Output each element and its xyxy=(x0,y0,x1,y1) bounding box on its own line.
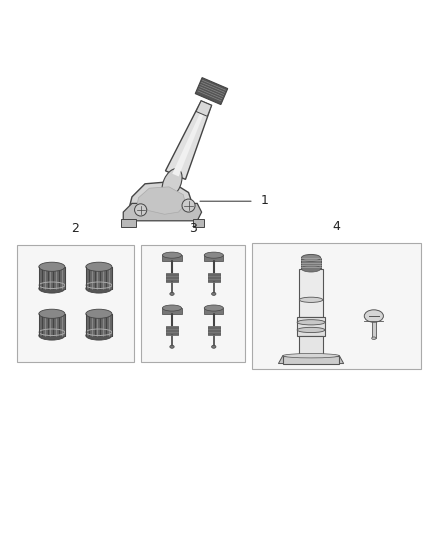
Bar xyxy=(204,255,223,261)
Polygon shape xyxy=(196,101,212,116)
Ellipse shape xyxy=(162,168,182,198)
Text: 4: 4 xyxy=(332,220,340,233)
Bar xyxy=(301,258,321,269)
Text: 1: 1 xyxy=(260,194,268,207)
Ellipse shape xyxy=(299,297,323,302)
Ellipse shape xyxy=(212,293,216,295)
Ellipse shape xyxy=(204,305,223,311)
Bar xyxy=(141,245,245,362)
Ellipse shape xyxy=(162,252,182,258)
Ellipse shape xyxy=(170,345,174,348)
Bar xyxy=(166,273,178,282)
Bar xyxy=(208,326,220,335)
Ellipse shape xyxy=(372,337,376,340)
Bar xyxy=(372,321,376,338)
Polygon shape xyxy=(121,219,136,228)
Ellipse shape xyxy=(39,262,65,271)
Bar xyxy=(86,266,112,288)
Bar xyxy=(162,255,182,261)
Ellipse shape xyxy=(301,254,321,261)
Polygon shape xyxy=(279,356,344,364)
Bar xyxy=(17,245,134,362)
Polygon shape xyxy=(137,187,185,214)
Polygon shape xyxy=(195,78,228,104)
Ellipse shape xyxy=(86,262,112,271)
Bar xyxy=(297,317,325,336)
Text: 2: 2 xyxy=(71,222,79,235)
Bar xyxy=(166,326,178,335)
Ellipse shape xyxy=(86,284,112,293)
Ellipse shape xyxy=(39,331,65,340)
Bar xyxy=(204,308,223,314)
Bar xyxy=(39,314,65,336)
Polygon shape xyxy=(166,101,212,180)
Ellipse shape xyxy=(297,327,325,333)
Ellipse shape xyxy=(86,309,112,318)
Bar xyxy=(299,336,323,356)
Bar xyxy=(86,314,112,336)
Ellipse shape xyxy=(204,252,223,258)
Bar xyxy=(208,273,220,282)
Ellipse shape xyxy=(39,284,65,293)
Circle shape xyxy=(182,199,195,212)
Bar xyxy=(39,266,65,288)
Bar xyxy=(162,308,182,314)
Ellipse shape xyxy=(170,293,174,295)
Bar xyxy=(299,269,323,317)
Text: 3: 3 xyxy=(189,222,197,235)
Bar xyxy=(283,356,339,364)
Ellipse shape xyxy=(212,345,216,348)
Polygon shape xyxy=(130,182,193,219)
Polygon shape xyxy=(123,204,201,221)
Ellipse shape xyxy=(86,331,112,340)
Ellipse shape xyxy=(297,320,325,325)
Polygon shape xyxy=(193,219,204,228)
Ellipse shape xyxy=(301,265,321,272)
Ellipse shape xyxy=(162,305,182,311)
Polygon shape xyxy=(172,110,205,176)
Bar xyxy=(252,243,421,369)
Ellipse shape xyxy=(364,310,383,322)
Circle shape xyxy=(134,204,147,216)
Ellipse shape xyxy=(283,353,339,358)
Ellipse shape xyxy=(39,309,65,318)
